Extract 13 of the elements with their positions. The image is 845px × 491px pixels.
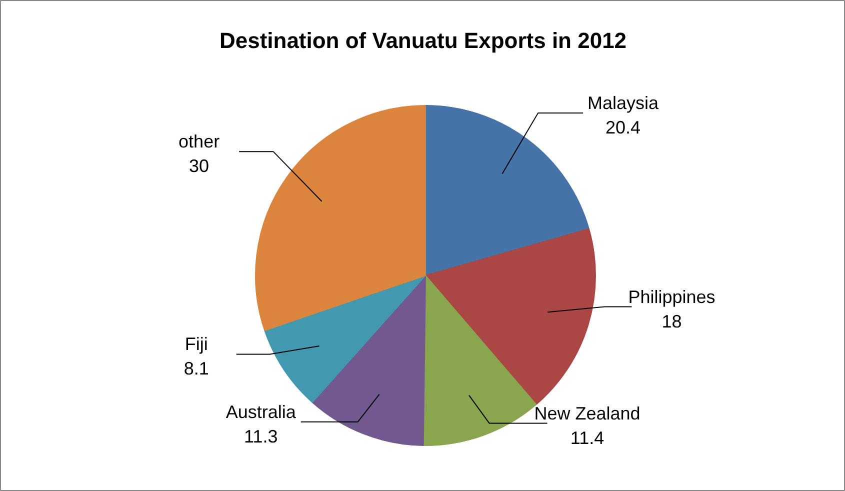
slice-label: other <box>178 132 220 152</box>
slice-label: Philippines <box>628 286 716 307</box>
data-label: 11.3 <box>244 426 278 446</box>
chart-title: Destination of Vanuatu Exports in 2012 <box>219 28 627 53</box>
data-label: 30 <box>189 156 210 176</box>
slice-label: New Zealand <box>534 403 640 424</box>
data-label: 18 <box>662 311 682 332</box>
data-label: 11.4 <box>570 428 604 448</box>
data-label: 8.1 <box>184 358 209 379</box>
slice-label: Australia <box>226 402 297 422</box>
slice-label: Fiji <box>184 334 208 354</box>
data-label: 20.4 <box>605 117 641 138</box>
slice-label: Malaysia <box>587 92 660 113</box>
